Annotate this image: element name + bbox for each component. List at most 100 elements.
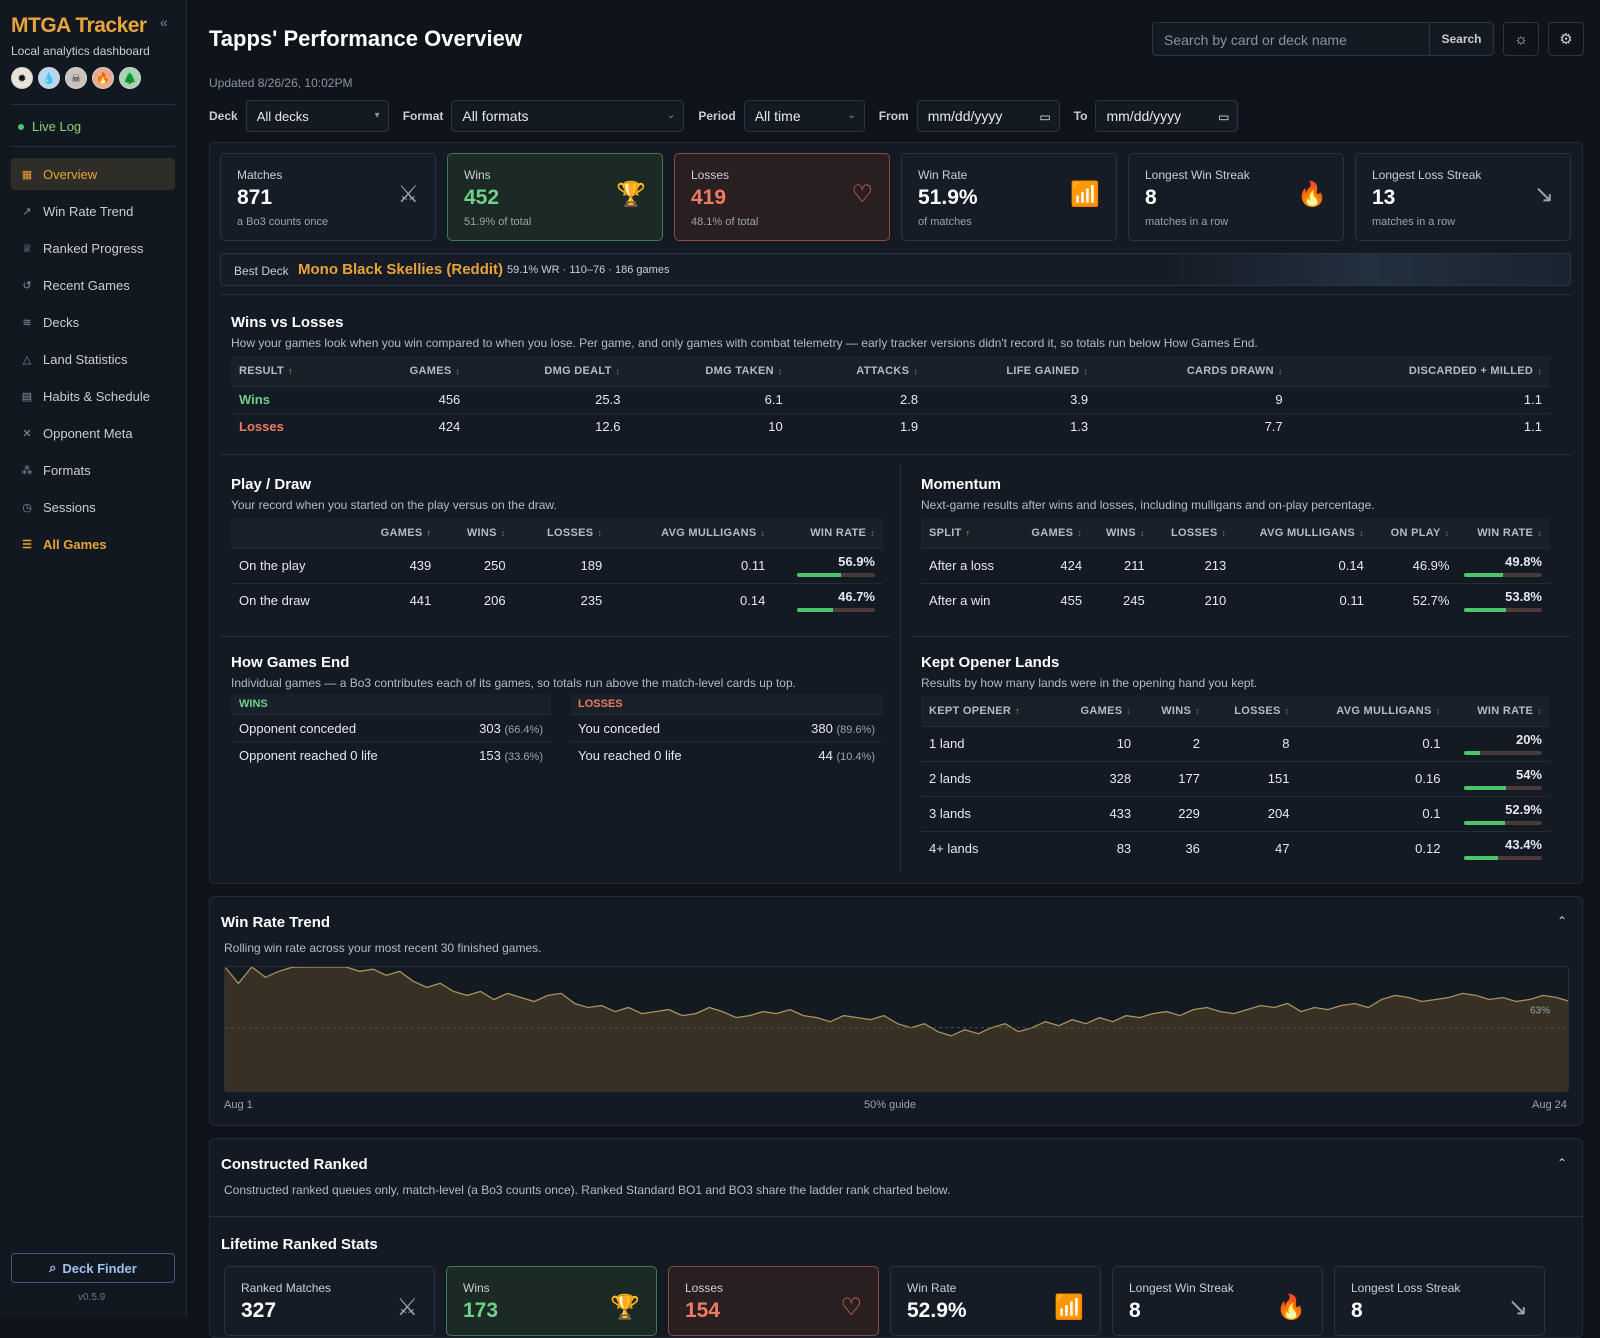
column-header-win-rate[interactable]: WIN RATE ↕ xyxy=(1457,518,1550,548)
sidebar-item-win-rate-trend[interactable]: ↗ Win Rate Trend xyxy=(11,195,175,227)
end-reason-count: 153 xyxy=(479,747,501,763)
row-label: 1 land xyxy=(921,725,1056,761)
sort-icon: ↕ xyxy=(760,527,766,538)
format-select[interactable]: All formats ⌄ xyxy=(451,100,685,132)
sidebar-item-decks[interactable]: ≋ Decks xyxy=(11,306,175,338)
trophy-icon: 🏆 xyxy=(616,181,646,208)
column-header-discarded-milled[interactable]: DISCARDED + MILLED ↕ xyxy=(1290,356,1550,386)
sidebar-item-habits-schedule[interactable]: ▤ Habits & Schedule xyxy=(11,380,175,412)
sidebar-item-land-statistics[interactable]: △ Land Statistics xyxy=(11,343,175,375)
deck-filter-label: Deck xyxy=(209,109,238,123)
sort-icon: ↕ xyxy=(1444,527,1450,538)
to-date-input[interactable]: mm/dd/yyyy ▭ xyxy=(1095,100,1239,132)
games-cell: 83 xyxy=(1055,830,1140,866)
deck-finder-button[interactable]: ⌕ Deck Finder xyxy=(11,1253,175,1283)
sidebar-item-overview[interactable]: ▦ Overview xyxy=(11,158,175,190)
end-reason-count-group: 380 (89.6%) xyxy=(811,721,875,736)
column-header-attacks[interactable]: ATTACKS ↕ xyxy=(790,356,927,386)
deck-finder-label: Deck Finder xyxy=(62,1260,137,1276)
column-header-cards-drawn[interactable]: CARDS DRAWN ↕ xyxy=(1096,356,1291,386)
calendar-icon[interactable]: ▭ xyxy=(1039,110,1051,124)
column-header-games[interactable]: GAMES ↕ xyxy=(352,356,469,386)
games-end-losses-header: LOSSES xyxy=(570,694,883,714)
column-header-life-gained[interactable]: LIFE GAINED ↕ xyxy=(926,356,1097,386)
sidebar-item-ranked-progress[interactable]: ♕ Ranked Progress xyxy=(11,232,175,264)
sidebar-item-all-games[interactable]: ☰ All Games xyxy=(11,528,175,560)
column-header-win-rate[interactable]: WIN RATE ↕ xyxy=(1448,696,1550,726)
table-cell: 1.3 xyxy=(926,412,1097,440)
column-header-wins[interactable]: WINS ↕ xyxy=(439,518,514,548)
column-header-avg-mulligans[interactable]: AVG MULLIGANS ↕ xyxy=(610,518,774,548)
column-header-label[interactable] xyxy=(231,518,349,548)
games-cell: 441 xyxy=(348,582,440,618)
calendar-icon[interactable]: ▭ xyxy=(1218,110,1230,124)
column-header-label: LOSSES xyxy=(547,526,594,539)
bar-chart-icon: 📶 xyxy=(1070,181,1100,208)
column-header-games[interactable]: GAMES ↕ xyxy=(1055,696,1140,726)
win-rate-cell: 52.9% xyxy=(1448,795,1550,831)
win-rate-bar xyxy=(1464,572,1542,577)
from-date-input[interactable]: mm/dd/yyyy ▭ xyxy=(916,100,1060,132)
stat-card-label: Win Rate xyxy=(918,168,968,182)
end-reason-label: You conceded xyxy=(578,720,660,736)
column-header-avg-mulligans[interactable]: AVG MULLIGANS ↕ xyxy=(1297,696,1449,726)
column-header-losses[interactable]: LOSSES ↕ xyxy=(513,518,611,548)
best-deck-banner[interactable]: Best Deck Mono Black Skellies (Reddit) 5… xyxy=(220,253,1571,286)
sidebar-item-recent-games[interactable]: ↺ Recent Games xyxy=(11,269,175,301)
best-deck-name[interactable]: Mono Black Skellies (Reddit) xyxy=(298,261,504,278)
best-deck-stats: 59.1% WR · 110–76 · 186 games xyxy=(507,264,670,276)
period-select[interactable]: All time ⌄ xyxy=(743,100,865,132)
column-header-win-rate[interactable]: WIN RATE ↕ xyxy=(773,518,883,548)
games-end-wins-header: WINS xyxy=(231,694,551,714)
stat-card-label: Longest Win Streak xyxy=(1145,168,1250,182)
collapse-sidebar-icon[interactable]: « xyxy=(160,14,168,30)
divider xyxy=(209,1216,1583,1217)
live-log-link[interactable]: Live Log xyxy=(18,119,81,134)
column-header-games[interactable]: GAMES ↕ xyxy=(1013,518,1091,548)
column-header-wins[interactable]: WINS ↕ xyxy=(1139,696,1208,726)
sidebar-item-formats[interactable]: ⁂ Formats xyxy=(11,454,175,486)
column-header-dmg-taken[interactable]: DMG TAKEN ↕ xyxy=(628,356,791,386)
stat-card-win-rate: Win Rate 52.9% 📶 xyxy=(890,1266,1101,1336)
collapse-section-icon[interactable]: ⌃ xyxy=(1557,914,1568,928)
column-header-label: GAMES xyxy=(1080,704,1123,717)
sidebar-item-opponent-meta[interactable]: ✕ Opponent Meta xyxy=(11,417,175,449)
column-header-dmg-dealt[interactable]: DMG DEALT ↕ xyxy=(468,356,629,386)
column-header-wins[interactable]: WINS ↕ xyxy=(1090,518,1153,548)
win-rate-trend-icon: ↗ xyxy=(22,205,32,218)
column-header-label: DMG DEALT xyxy=(544,364,612,377)
table-cell: 10 xyxy=(628,412,791,440)
opener-lands-table: KEPT OPENER ↑ GAMES ↕ WINS ↕ LOSSES ↕ AVG MULLIG… xyxy=(921,696,1550,866)
column-header-kept-opener[interactable]: KEPT OPENER ↑ xyxy=(921,696,1056,726)
filter-bar: Deck All decks ▾ Format All formats ⌄ Peri… xyxy=(209,100,1252,132)
column-header-losses[interactable]: LOSSES ↕ xyxy=(1152,518,1235,548)
habits-schedule-icon: ▤ xyxy=(21,390,33,403)
column-header-games[interactable]: GAMES ↑ xyxy=(348,518,440,548)
wins-cell: 211 xyxy=(1090,547,1153,583)
end-reason-percent: (33.6%) xyxy=(504,750,543,763)
mulligans-cell: 0.14 xyxy=(1234,547,1372,583)
sort-icon: ↕ xyxy=(913,365,919,376)
losses-cell: 8 xyxy=(1207,725,1298,761)
search-button[interactable]: Search xyxy=(1429,23,1493,55)
list-item: You conceded 380 (89.6%) xyxy=(570,714,883,741)
win-rate-bar xyxy=(1464,785,1542,790)
table-cell: 1.9 xyxy=(790,412,927,440)
column-header-losses[interactable]: LOSSES ↕ xyxy=(1207,696,1298,726)
search-input[interactable]: Search by card or deck name xyxy=(1164,32,1347,48)
collapse-section-icon[interactable]: ⌃ xyxy=(1557,1156,1568,1170)
x-axis-start-label: Aug 1 xyxy=(224,1099,253,1111)
sidebar-item-label: Land Statistics xyxy=(43,351,128,367)
theme-toggle-sun-icon[interactable]: ☼ xyxy=(1503,22,1539,56)
divider xyxy=(220,454,1571,455)
column-header-on-play[interactable]: ON PLAY ↕ xyxy=(1371,518,1458,548)
column-header-result[interactable]: RESULT ↑ xyxy=(231,356,353,386)
column-header-split[interactable]: SPLIT ↑ xyxy=(921,518,1014,548)
stat-card-label: Losses xyxy=(685,1281,724,1295)
column-header-avg-mulligans[interactable]: AVG MULLIGANS ↕ xyxy=(1234,518,1372,548)
sidebar-item-sessions[interactable]: ◷ Sessions xyxy=(11,491,175,523)
format-filter-label: Format xyxy=(402,109,444,123)
settings-gear-icon[interactable]: ⚙ xyxy=(1548,22,1584,56)
play-draw-table: GAMES ↑ WINS ↕ LOSSES ↕ AVG MULLIGANS ↕ WIN RATE… xyxy=(231,518,883,618)
deck-select[interactable]: All decks ▾ xyxy=(245,100,389,132)
